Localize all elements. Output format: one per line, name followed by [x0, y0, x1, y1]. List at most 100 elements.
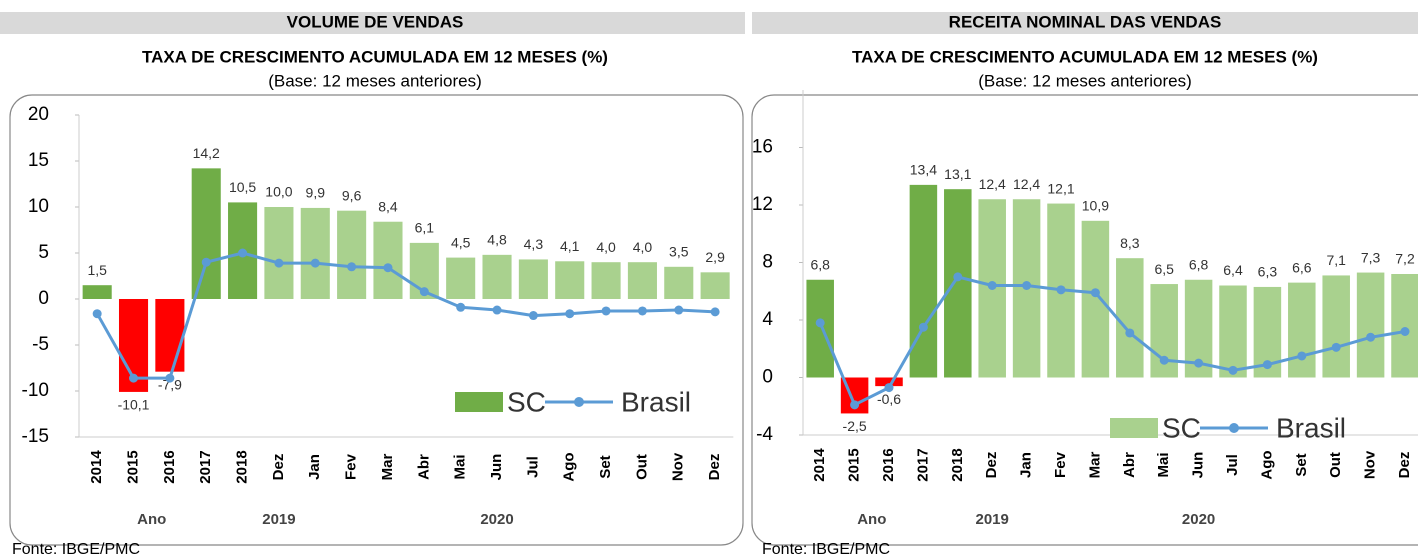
value-label: 12,4	[979, 176, 1006, 192]
line-point	[884, 383, 894, 393]
chart-note: (Base: 12 meses anteriores)	[978, 71, 1192, 90]
line-point	[1090, 288, 1100, 298]
y-tick-label: 12	[752, 194, 773, 215]
bar	[1391, 274, 1418, 378]
y-tick-label: 0	[38, 288, 49, 309]
x-tick-label: Ago	[561, 452, 578, 481]
y-tick-label: 15	[28, 150, 49, 171]
line-point	[918, 322, 928, 332]
x-tick-label: Mai	[1155, 452, 1172, 477]
x-tick-label: Fev	[1052, 451, 1069, 478]
value-label: 6,8	[1189, 256, 1209, 272]
panel-frame	[9, 94, 744, 546]
line-point	[347, 262, 357, 272]
bar	[82, 285, 112, 299]
bar	[518, 259, 548, 299]
x-tick-label: 2018	[234, 450, 251, 483]
value-label: 10,9	[1082, 198, 1109, 214]
line-point	[987, 281, 997, 290]
chart-title: RECEITA NOMINAL DAS VENDAS	[949, 12, 1222, 31]
line-point	[238, 248, 248, 258]
value-label: 4,5	[451, 234, 471, 250]
bar	[373, 221, 403, 299]
legend-marker	[1229, 423, 1239, 433]
legend-label: SC	[1162, 412, 1201, 443]
line-point	[1331, 342, 1341, 352]
bar	[337, 210, 367, 299]
line-point	[310, 258, 320, 268]
x-tick-label: Jan	[1018, 452, 1035, 478]
line	[95, 251, 716, 380]
line-point	[492, 305, 502, 315]
value-label: 10,5	[229, 179, 256, 195]
bar	[300, 207, 330, 299]
bar	[1356, 272, 1385, 378]
value-label: 8,4	[378, 198, 398, 214]
line-point	[528, 311, 538, 321]
line-point	[674, 305, 684, 315]
value-label: -7,9	[158, 376, 182, 392]
chart-subtitle: TAXA DE CRESCIMENTO ACUMULADA EM 12 MESE…	[142, 47, 608, 66]
bar	[1322, 275, 1350, 378]
value-label: 4,1	[560, 238, 580, 254]
x-tick-label: Abr	[415, 454, 432, 480]
line-point	[1366, 332, 1376, 342]
line-point	[383, 263, 393, 273]
bar	[875, 377, 903, 387]
chart-subtitle: TAXA DE CRESCIMENTO ACUMULADA EM 12 MESE…	[852, 47, 1318, 66]
value-label: 4,8	[487, 232, 507, 248]
header-band	[752, 12, 1418, 34]
value-label: 13,1	[944, 166, 971, 182]
x-tick-label: Nov	[670, 452, 687, 481]
line-point	[1125, 328, 1135, 338]
group-label: 2020	[1182, 511, 1215, 528]
line-point	[274, 258, 284, 268]
line-point	[92, 309, 102, 319]
x-tick-label: 2017	[914, 448, 931, 481]
source: Fonte: IBGE/PMC	[762, 541, 890, 558]
y-tick-label: 8	[762, 252, 773, 273]
value-label: 7,3	[1361, 249, 1381, 265]
x-tick-label: Fev	[343, 453, 360, 480]
value-label: 10,0	[265, 184, 292, 200]
y-tick-label: 4	[762, 309, 773, 330]
x-tick-label: Set	[1293, 453, 1310, 476]
x-tick-label: 2015	[124, 450, 141, 483]
x-tick-label: Jan	[306, 454, 323, 480]
line-point	[1228, 365, 1238, 375]
line-point	[201, 257, 211, 267]
value-label: -0,6	[877, 391, 901, 407]
x-tick-label: 2017	[197, 450, 214, 483]
x-tick-label: 2014	[811, 448, 828, 482]
line-point	[565, 309, 575, 319]
value-label: 12,1	[1047, 180, 1074, 196]
line-point	[710, 307, 720, 317]
value-label: 6,3	[1258, 264, 1278, 280]
x-tick-label: Out	[1327, 452, 1344, 478]
line-point	[1400, 327, 1410, 336]
y-tick-label: -10	[22, 380, 49, 401]
header-band	[0, 12, 745, 34]
chart-note: (Base: 12 meses anteriores)	[268, 71, 482, 90]
x-tick-label: 2016	[880, 448, 897, 481]
value-label: 9,9	[306, 185, 326, 201]
bar	[191, 168, 221, 299]
line-point	[953, 272, 963, 282]
value-label: 4,3	[524, 236, 544, 252]
x-tick-label: Abr	[1121, 452, 1138, 478]
line-point	[1022, 281, 1032, 290]
line-point	[1297, 351, 1307, 361]
legend-label: SC	[507, 386, 546, 417]
line-point	[637, 306, 647, 316]
x-tick-label: Jul	[1224, 454, 1241, 476]
bar	[1081, 220, 1110, 378]
value-label: 7,2	[1395, 251, 1415, 267]
y-tick-label: -5	[32, 334, 49, 355]
line-point	[456, 302, 466, 312]
x-tick-label: Dez	[270, 454, 287, 481]
y-tick-label: -4	[756, 424, 773, 445]
bar	[806, 279, 834, 378]
bar	[664, 266, 694, 299]
